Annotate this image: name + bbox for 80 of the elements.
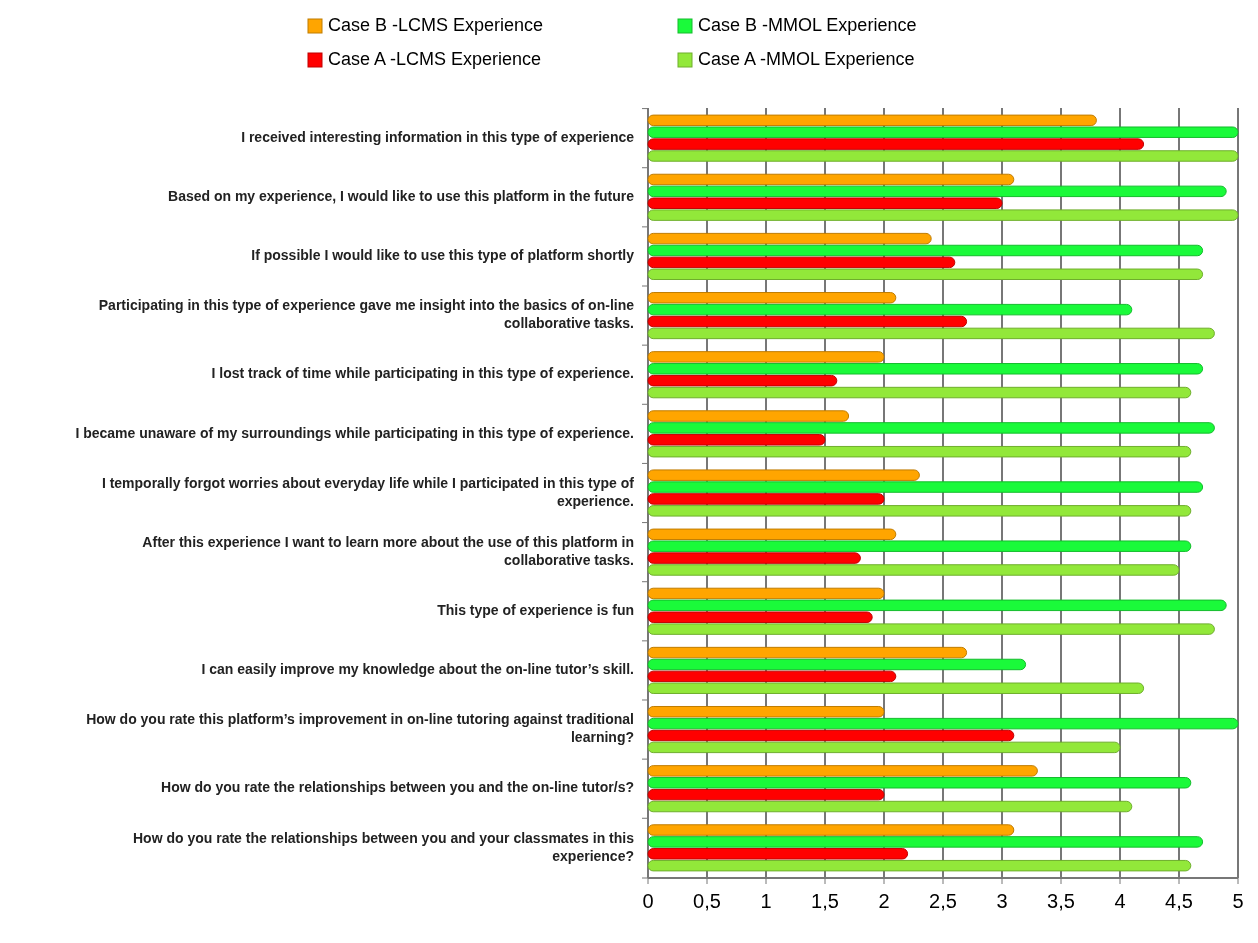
x-tick-label: 3,5 [1047,890,1075,912]
bar [647,410,850,422]
y-tick-label: How do you rate this platform’s improvement in on-line tutoring against traditional learning? [86,711,634,746]
bar [647,327,1215,340]
x-tick-label: 2,5 [929,890,957,912]
bar [647,599,1227,612]
y-tick-label: I lost track of time while participating in this type of experience. [211,365,634,382]
bar [647,386,1192,399]
x-tick-label: 3 [996,890,1008,912]
bar [647,729,1015,742]
bar [647,292,897,304]
bar [647,173,1015,186]
bar [647,244,1204,257]
y-tick-label: How do you rate the relationships between you and your classmates in this experience? [133,829,635,864]
y-tick-label: I received interesting information in this type of experience [241,128,635,145]
y-tick-label: This type of experience is fun [437,601,634,618]
bar [647,351,885,363]
bar [647,374,838,387]
bar [647,540,1192,552]
bar [647,800,1133,813]
bar [647,611,873,623]
bar [647,445,1192,458]
y-tick-label: How do you rate the relationships between you and the on-line tutor/s? [161,779,634,796]
y-tick-label: I temporally forgot worries about everyday life while I participated in this type of experience. [101,474,635,509]
legend-label: Case B -MMOL Experience [698,14,917,35]
bar [647,824,1015,836]
bar [647,623,1215,635]
bar [647,197,1003,209]
x-tick-label: 1 [760,890,772,912]
bar [647,682,1145,694]
bar [647,469,920,481]
x-tick-label: 0,5 [693,890,721,912]
bar [647,185,1227,198]
bar [647,434,826,446]
y-tick-label: I can easily improve my knowledge about the on-line tutor’s skill. [201,661,634,678]
bar [647,126,1239,138]
x-tick-label: 5 [1232,890,1244,912]
bar [647,859,1192,872]
legend-label: Case B -LCMS Experience [328,14,544,35]
bar [647,209,1239,221]
bar [647,232,932,245]
y-tick-label: I became unaware of my surroundings while participating in this type of experience. [75,424,634,441]
bar [647,528,897,541]
bar [647,646,968,659]
bar [647,848,909,860]
y-tick-label: After this experience I want to learn more about the use of this platform in collaborative tasks. [142,533,634,568]
bar [647,564,1180,576]
y-tick-label: If possible I would like to use this type of platform shortly [251,247,635,264]
x-tick-label: 0 [642,890,654,912]
bar [647,114,1097,127]
y-tick-label: Participating in this type of experience gave me insight into the basics of on-line collaborative tasks. [98,297,635,332]
y-tick-label: Based on my experience, I would like to use this platform in the future [168,188,635,204]
bar [647,658,1027,671]
bar [647,587,885,600]
bar [647,150,1239,162]
bar [647,552,861,564]
bar [647,741,1121,754]
bar [647,303,1133,316]
legend-label: Case A -LCMS Experience [328,48,542,69]
bar [647,670,897,683]
bar [647,836,1204,848]
bar [647,765,1038,777]
x-tick-label: 1,5 [811,890,839,912]
bar [647,268,1204,281]
bar [647,315,968,328]
bar [647,788,885,801]
x-tick-label: 2 [878,890,890,912]
bar [647,777,1192,789]
bar [647,706,885,718]
bar [647,493,885,505]
bar [647,481,1204,493]
x-tick-label: 4,5 [1165,890,1193,912]
bar [647,505,1192,517]
bar [647,363,1204,375]
bar [647,717,1239,730]
bar [647,138,1145,150]
x-tick-label: 4 [1114,890,1126,912]
bar [647,256,956,269]
bar [647,422,1215,434]
legend-label: Case A -MMOL Experience [698,48,915,69]
